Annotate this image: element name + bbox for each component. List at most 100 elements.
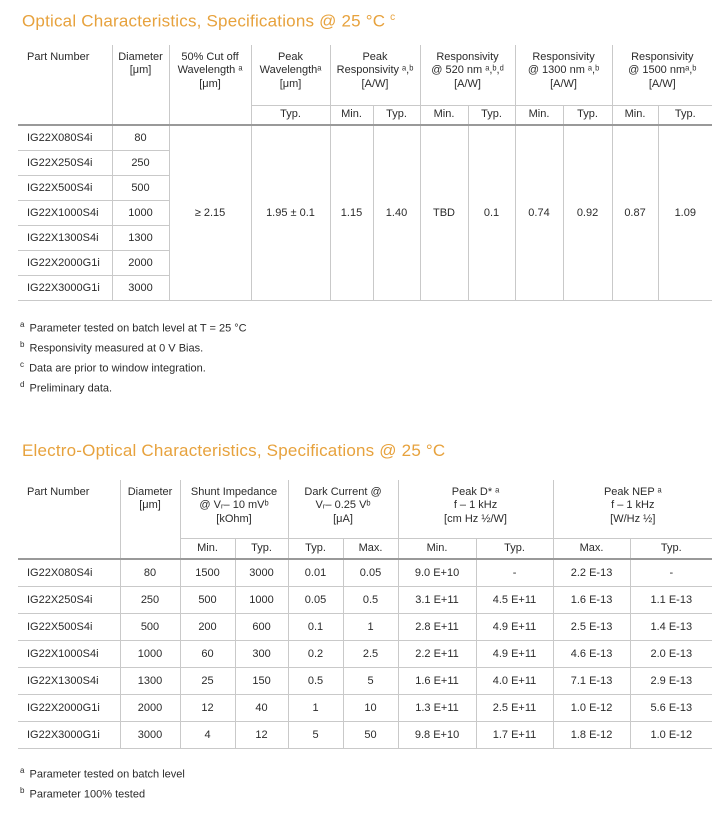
value-cell: 50 bbox=[342, 720, 399, 749]
value-cell: 200 bbox=[179, 612, 236, 641]
part-number-cell: IG22X1300S4i bbox=[18, 666, 121, 695]
value-cell: 4.9 E+11 bbox=[475, 639, 554, 668]
value-cell: 2.5 E-13 bbox=[552, 612, 631, 641]
footnote-text: Parameter 100% tested bbox=[29, 788, 146, 801]
value-cell: 4.6 E-13 bbox=[552, 639, 631, 668]
optical-characteristics-table: Part Number Diameter [μm] 50% Cut off Wa… bbox=[18, 45, 713, 301]
value-cell: 0.1 bbox=[287, 612, 344, 641]
subheader-min: Min. bbox=[397, 537, 477, 560]
diameter-cell: 250 bbox=[111, 149, 169, 176]
section-title-electro-optical-text: Electro-Optical Characteristics, Specifi… bbox=[22, 441, 446, 460]
subheader-max: Max. bbox=[552, 537, 631, 560]
footnote: b Responsivity measured at 0 V Bias. bbox=[20, 337, 247, 357]
footnote: a Parameter tested on batch level at T =… bbox=[20, 317, 247, 337]
diameter-cell: 500 bbox=[119, 612, 181, 641]
footnote: b Parameter 100% tested bbox=[20, 783, 185, 803]
col-header-dark-current: Dark Current @ Vᵣ– 0.25 Vᵇ [μA] bbox=[287, 480, 399, 539]
section-title-optical-footnote-ref: c bbox=[390, 12, 396, 23]
value-cell: - bbox=[475, 558, 554, 587]
value-cell-resp1300-min: 0.74 bbox=[514, 124, 564, 301]
table-row: IG22X1300S4i 1300 25 150 0.5 5 1.6 E+11 … bbox=[18, 666, 713, 695]
subheader-typ: Typ. bbox=[629, 537, 713, 560]
electro-footnotes: a Parameter tested on batch level b Para… bbox=[20, 763, 185, 803]
value-cell-resp1500-typ: 1.09 bbox=[657, 124, 713, 301]
part-number-cell: IG22X1000S4i bbox=[18, 639, 121, 668]
value-cell: 300 bbox=[234, 639, 289, 668]
value-cell: 9.8 E+10 bbox=[397, 720, 477, 749]
value-cell: 1.3 E+11 bbox=[397, 693, 477, 722]
value-cell: 12 bbox=[234, 720, 289, 749]
col-header-peak-dstar: Peak D* ᵃ f – 1 kHz [cm Hz ½/W] bbox=[397, 480, 554, 539]
diameter-cell: 3000 bbox=[119, 720, 181, 749]
col-header-shunt-impedance: Shunt Impedance @ Vᵣ– 10 mVᵇ [kOhm] bbox=[179, 480, 289, 539]
value-cell: 1.0 E-12 bbox=[552, 693, 631, 722]
value-cell-resp1300-typ: 0.92 bbox=[562, 124, 613, 301]
part-number-cell: IG22X250S4i bbox=[18, 585, 121, 614]
value-cell: 7.1 E-13 bbox=[552, 666, 631, 695]
diameter-cell: 1000 bbox=[111, 199, 169, 226]
section-title-optical-text: Optical Characteristics, Specifications … bbox=[22, 11, 386, 31]
table-row: IG22X080S4i 80 ≥ 2.15 1.95 ± 0.1 1.15 1.… bbox=[18, 124, 713, 301]
value-cell: 1 bbox=[342, 612, 399, 641]
col-header-peak-wavelength: Peak Wavelengthᵃ [μm] bbox=[250, 45, 331, 106]
value-cell-cutoff: ≥ 2.15 bbox=[168, 124, 252, 301]
footnote: d Preliminary data. bbox=[20, 377, 247, 397]
diameter-cell: 80 bbox=[119, 558, 181, 587]
diameter-cell: 2000 bbox=[111, 249, 169, 276]
value-cell: 12 bbox=[179, 693, 236, 722]
value-cell: 40 bbox=[234, 693, 289, 722]
value-cell: 4 bbox=[179, 720, 236, 749]
subheader-typ: Typ. bbox=[372, 104, 421, 126]
value-cell: 1.7 E+11 bbox=[475, 720, 554, 749]
col-header-cutoff-wavelength: 50% Cut off Wavelength ᵃ [μm] bbox=[168, 45, 252, 126]
table-row: IG22X3000G1i 3000 4 12 5 50 9.8 E+10 1.7… bbox=[18, 720, 713, 749]
table-row: IG22X2000G1i 2000 12 40 1 10 1.3 E+11 2.… bbox=[18, 693, 713, 722]
diameter-cell: 80 bbox=[111, 124, 170, 151]
col-header-part-number: Part Number bbox=[18, 480, 121, 560]
value-cell: 25 bbox=[179, 666, 236, 695]
value-cell: 5 bbox=[342, 666, 399, 695]
footnote: c Data are prior to window integration. bbox=[20, 357, 247, 377]
footnote-marker: c bbox=[20, 360, 24, 370]
part-number-cell: IG22X250S4i bbox=[18, 149, 113, 176]
diameter-cell: 1000 bbox=[119, 639, 181, 668]
value-cell: 1000 bbox=[234, 585, 289, 614]
value-cell-resp520-typ: 0.1 bbox=[467, 124, 516, 301]
subheader-typ: Typ. bbox=[251, 104, 331, 126]
value-cell: 9.0 E+10 bbox=[397, 558, 477, 587]
col-header-diameter: Diameter [μm] bbox=[119, 480, 181, 560]
diameter-cell: 2000 bbox=[119, 693, 181, 722]
footnote-text: Parameter tested on batch level bbox=[29, 768, 185, 781]
value-cell: 2.5 bbox=[342, 639, 399, 668]
value-cell: 4.5 E+11 bbox=[475, 585, 554, 614]
col-header-peak-responsivity: Peak Responsivity ᵃ,ᵇ [A/W] bbox=[329, 45, 421, 106]
part-number-cell: IG22X500S4i bbox=[18, 612, 121, 641]
diameter-cell: 250 bbox=[119, 585, 181, 614]
value-cell: 1.6 E-13 bbox=[552, 585, 631, 614]
value-cell: 0.5 bbox=[287, 666, 344, 695]
col-header-diameter: Diameter [μm] bbox=[111, 45, 170, 126]
value-cell: 500 bbox=[179, 585, 236, 614]
value-cell: 4.0 E+11 bbox=[475, 666, 554, 695]
table-row: IG22X080S4i 80 1500 3000 0.01 0.05 9.0 E… bbox=[18, 558, 713, 587]
part-number-cell: IG22X080S4i bbox=[18, 558, 121, 587]
footnote: a Parameter tested on batch level bbox=[20, 763, 185, 783]
part-number-cell: IG22X3000G1i bbox=[18, 720, 121, 749]
part-number-cell: IG22X500S4i bbox=[18, 174, 113, 201]
value-cell: 1.8 E-12 bbox=[552, 720, 631, 749]
diameter-cell: 3000 bbox=[111, 274, 169, 301]
value-cell: 2.2 E+11 bbox=[397, 639, 477, 668]
value-cell: 0.05 bbox=[342, 558, 399, 587]
footnote-marker: d bbox=[20, 380, 25, 390]
footnote-text: Parameter tested on batch level at T = 2… bbox=[29, 322, 247, 335]
value-cell-peak-resp-typ: 1.40 bbox=[372, 124, 421, 301]
footnote-marker: b bbox=[20, 786, 25, 796]
subheader-max: Max. bbox=[342, 537, 399, 560]
value-cell: 10 bbox=[342, 693, 399, 722]
col-header-responsivity-520nm: Responsivity @ 520 nm ᵃ,ᵇ,ᵈ [A/W] bbox=[419, 45, 516, 106]
table-row: IG22X500S4i 500 200 600 0.1 1 2.8 E+11 4… bbox=[18, 612, 713, 641]
subheader-min: Min. bbox=[180, 537, 236, 560]
footnote-text: Preliminary data. bbox=[29, 383, 113, 396]
value-cell: 2.2 E-13 bbox=[552, 558, 631, 587]
value-cell-resp520-min: TBD bbox=[419, 124, 469, 301]
